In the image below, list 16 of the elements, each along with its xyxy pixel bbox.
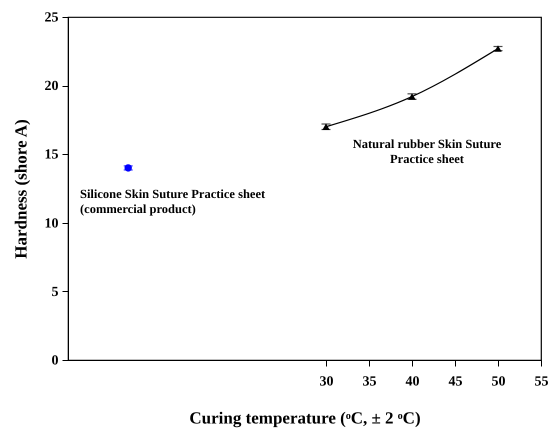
y-tick-label: 5 bbox=[52, 284, 58, 300]
annotation: Natural rubber Skin Suture Practice sheet bbox=[352, 137, 502, 166]
y-tick-label: 25 bbox=[44, 10, 58, 26]
x-axis-title: Curing temperature (ᵒC, ± 2 ᵒC) bbox=[189, 408, 421, 428]
annotation: Silicone Skin Suture Practice sheet (commercial product) bbox=[80, 187, 266, 216]
x-tick-label: 40 bbox=[406, 374, 420, 390]
y-tick-label: 0 bbox=[52, 354, 58, 368]
y-tick-label: 20 bbox=[44, 79, 58, 94]
x-tick-label: 50 bbox=[492, 374, 506, 390]
y-tick-label: 10 bbox=[44, 216, 58, 232]
x-tick-label: 45 bbox=[448, 374, 462, 390]
x-tick-label: 55 bbox=[534, 374, 548, 390]
y-tick-label: 15 bbox=[44, 148, 58, 163]
x-tick-label: 35 bbox=[362, 374, 376, 390]
y-axis-title: Hardness (shore A) bbox=[12, 119, 30, 259]
x-tick-label: 30 bbox=[320, 374, 334, 390]
